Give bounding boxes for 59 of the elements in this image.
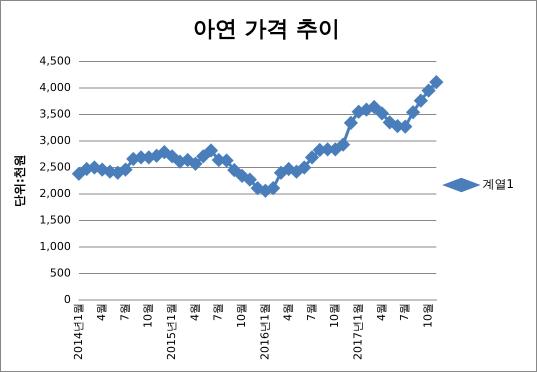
point	[251, 182, 264, 195]
point	[414, 94, 428, 108]
x-tick-label: 10월	[421, 303, 434, 328]
x-tick-label: 4월	[282, 303, 295, 322]
x-tick-label: 7월	[212, 303, 225, 322]
legend-label: 계열1	[482, 177, 514, 192]
point	[188, 157, 202, 170]
y-tick-label: 3,500	[39, 107, 71, 120]
point	[181, 154, 194, 167]
x-tick-label: 2016년1월	[258, 303, 272, 360]
y-tick-label: 3,000	[39, 134, 71, 147]
x-tick-label: 10월	[328, 303, 342, 328]
point	[368, 100, 381, 114]
x-tick-label: 2014년1월	[72, 303, 85, 360]
point	[352, 105, 366, 118]
y-tick-label: 4,000	[39, 80, 71, 94]
point	[306, 150, 319, 164]
point	[422, 84, 436, 98]
x-tick-label: 10월	[234, 303, 248, 328]
point	[228, 164, 241, 177]
point	[406, 106, 420, 119]
y-tick-label: 2,000	[39, 186, 71, 200]
point	[111, 166, 124, 180]
point	[298, 160, 311, 174]
x-tick-label: 7월	[118, 303, 132, 322]
y-tick-label: 0	[64, 292, 71, 306]
point	[243, 173, 256, 186]
point	[150, 149, 164, 162]
x-tick-label: 2017년1월	[352, 303, 365, 360]
point	[119, 163, 132, 176]
chart-title: 아연 가격 추이	[192, 16, 340, 42]
point	[236, 169, 249, 182]
point	[360, 103, 373, 116]
y-tick-label: 2,500	[39, 160, 71, 174]
point	[290, 165, 303, 178]
point	[344, 116, 358, 130]
x-tick-label: 4월	[374, 303, 388, 322]
y-tick-label: 4,500	[39, 54, 71, 68]
x-tick-label: 10월	[142, 303, 155, 328]
x-tick-label: 7월	[398, 303, 412, 322]
x-tick-label: 2015년1월	[165, 303, 178, 360]
y-tick-label: 500	[50, 266, 71, 280]
y-axis-title: 단위:천원	[12, 154, 26, 208]
point	[274, 166, 288, 180]
x-tick-label: 7월	[304, 303, 318, 322]
point	[166, 150, 179, 163]
point	[430, 76, 443, 89]
point	[158, 146, 171, 159]
point	[204, 144, 218, 157]
point	[383, 116, 396, 129]
y-tick-label: 1,500	[39, 213, 71, 226]
point	[72, 167, 86, 180]
point	[375, 106, 388, 120]
y-tick-label: 1,000	[39, 240, 71, 253]
x-tick-label: 4월	[95, 303, 108, 322]
point	[336, 138, 350, 152]
point	[266, 182, 280, 195]
point	[196, 150, 210, 163]
x-tick-label: 4월	[188, 303, 202, 322]
